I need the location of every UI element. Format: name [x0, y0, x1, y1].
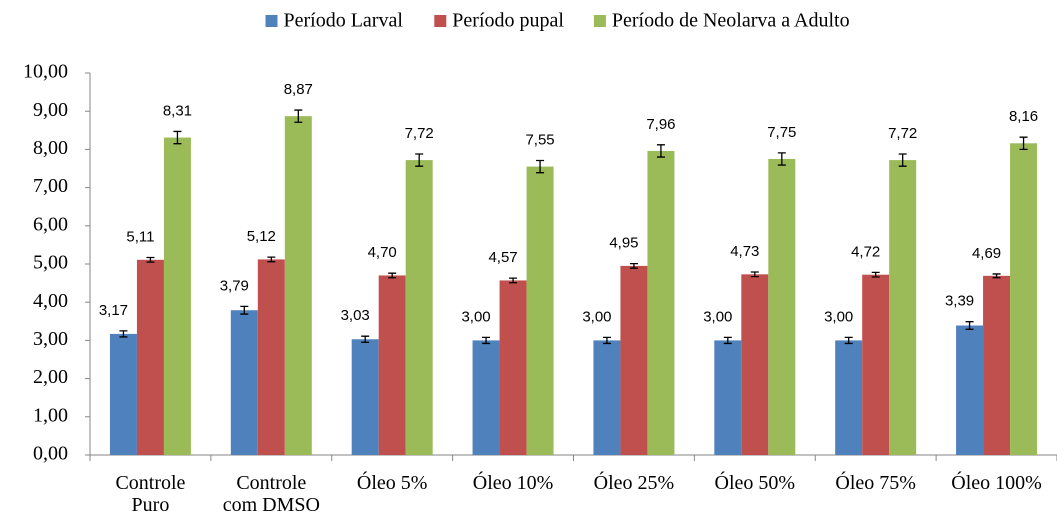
- value-label: 8,87: [284, 81, 313, 98]
- y-tick-label: 1,00: [33, 404, 68, 426]
- value-label: 7,75: [767, 124, 796, 141]
- x-tick-label: Óleo 10%: [472, 472, 554, 494]
- error-bar: [723, 336, 732, 345]
- bar: [378, 275, 406, 455]
- value-label: 7,55: [525, 131, 554, 148]
- bar: [714, 340, 742, 455]
- value-label: 8,31: [163, 102, 192, 119]
- legend-label: Período de Neolarva a Adulto: [612, 10, 850, 32]
- value-label: 4,95: [609, 235, 638, 252]
- y-tick-label: 3,00: [33, 328, 68, 350]
- value-label: 4,70: [368, 244, 397, 261]
- value-label: 3,00: [461, 308, 490, 325]
- x-tick-label: Controle Puro: [115, 472, 186, 516]
- error-bar: [267, 256, 276, 263]
- x-tick-label: Óleo 25%: [593, 472, 675, 494]
- value-label: 3,03: [341, 307, 370, 324]
- bar: [499, 280, 527, 455]
- error-bar: [119, 330, 128, 338]
- error-bar: [173, 130, 182, 145]
- error-bar: [536, 159, 545, 174]
- error-bar: [750, 271, 759, 278]
- error-bar: [871, 271, 880, 278]
- value-label: 3,79: [220, 277, 249, 294]
- x-tick-label: Óleo 5%: [356, 472, 428, 494]
- error-bar: [965, 321, 974, 330]
- bar: [230, 310, 258, 455]
- error-bar: [509, 277, 518, 284]
- error-bar: [992, 273, 1001, 279]
- legend-swatch: [265, 15, 278, 27]
- value-label: 5,12: [247, 228, 276, 245]
- bar: [351, 339, 379, 455]
- bar: [835, 340, 863, 455]
- y-tick-label: 10,00: [23, 61, 68, 83]
- y-tick-label: 2,00: [33, 366, 68, 388]
- y-tick-label: 5,00: [33, 252, 68, 274]
- value-label: 8,16: [1009, 108, 1038, 125]
- y-tick-label: 4,00: [33, 290, 68, 312]
- bar: [109, 333, 137, 455]
- bar: [647, 150, 675, 456]
- bar: [526, 166, 554, 455]
- bar: [593, 340, 621, 455]
- value-label: 5,11: [126, 228, 154, 245]
- bar: [889, 160, 917, 455]
- y-tick-label: 8,00: [33, 137, 68, 159]
- x-tick-label: Controle com DMSO: [222, 472, 320, 516]
- bar: [472, 340, 500, 455]
- value-label: 7,72: [888, 125, 917, 142]
- error-bar: [898, 153, 907, 167]
- error-bar: [415, 153, 424, 167]
- bar: [862, 274, 890, 455]
- error-bar: [361, 335, 370, 343]
- bar: [620, 265, 648, 455]
- error-bar: [294, 109, 303, 123]
- error-bar: [388, 272, 397, 279]
- bar: [956, 325, 984, 455]
- legend-label: Período pupal: [452, 10, 564, 32]
- value-label: 3,39: [945, 293, 974, 310]
- bar: [136, 259, 164, 455]
- value-label: 4,72: [851, 243, 880, 260]
- error-bar: [482, 336, 491, 345]
- bar: [284, 116, 312, 455]
- y-tick-label: 0,00: [33, 443, 68, 465]
- value-label: 4,57: [488, 249, 517, 266]
- bar: [983, 275, 1011, 455]
- value-label: 4,73: [730, 243, 759, 260]
- error-bar: [844, 336, 853, 345]
- bar: [405, 160, 433, 455]
- error-bar: [629, 262, 638, 269]
- bar: [741, 274, 769, 455]
- bar: [163, 137, 191, 456]
- error-bar: [1019, 136, 1028, 151]
- value-label: 3,00: [582, 308, 611, 325]
- bar: [257, 259, 285, 455]
- value-label: 4,69: [972, 245, 1001, 262]
- value-label: 7,96: [646, 116, 675, 133]
- legend-swatch: [434, 15, 447, 27]
- error-bar: [656, 144, 665, 158]
- error-bar: [240, 305, 249, 315]
- value-label: 3,00: [703, 308, 732, 325]
- value-label: 7,72: [405, 125, 434, 142]
- value-label: 3,17: [99, 302, 128, 319]
- x-tick-label: Óleo 75%: [835, 472, 916, 494]
- legend-label: Período Larval: [284, 10, 404, 32]
- error-bar: [146, 256, 155, 263]
- x-tick-label: Óleo 50%: [714, 472, 796, 494]
- bar: [768, 158, 796, 455]
- legend-swatch: [593, 15, 606, 27]
- bar: [1010, 143, 1038, 455]
- error-bar: [777, 152, 786, 166]
- value-label: 3,00: [824, 308, 853, 325]
- y-tick-label: 6,00: [33, 213, 68, 235]
- y-tick-label: 9,00: [33, 99, 68, 121]
- x-tick-label: Óleo 100%: [951, 472, 1042, 494]
- error-bar: [602, 336, 611, 345]
- y-tick-label: 7,00: [33, 175, 68, 197]
